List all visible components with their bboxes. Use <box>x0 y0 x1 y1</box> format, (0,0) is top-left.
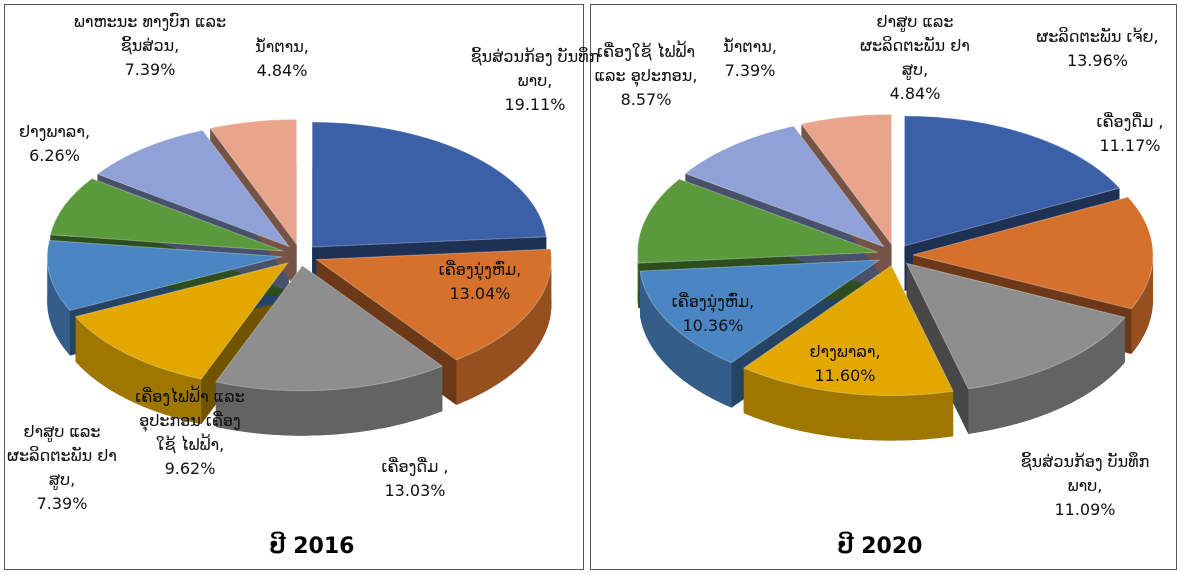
category-label: ເຄື່ອງດື່ມ , <box>381 457 449 476</box>
slice <box>912 196 1154 310</box>
data-label: ເຄື່ອງດື່ມ , 13.03% <box>355 455 475 503</box>
data-label: ຢາງພາລາ, 11.60% <box>785 340 905 388</box>
category-label: ພາຫະນະ ທາງບົກ ແລະ ຊິ້ນສ່ວນ, <box>73 12 227 55</box>
category-label: ເຄື່ອງໃຊ້ ໄຟຟ້າ ແລະ ອຸປະກອນ, <box>594 42 698 85</box>
data-label: ເຄື່ອງນຸ່ງຫົ່ມ, 13.04% <box>420 258 540 306</box>
value-label: 11.09% <box>1054 500 1116 519</box>
data-label: ນ້ຳຕານ, 7.39% <box>700 35 800 83</box>
slice <box>637 178 878 264</box>
slice <box>905 262 1126 390</box>
data-label: ນ້ຳຕານ, 4.84% <box>232 35 332 83</box>
panel <box>4 4 584 570</box>
slice <box>49 178 284 252</box>
data-label: ຊິ້ນສ່ວນກ້ອງ ບັນທຶກພາບ, 19.11% <box>470 45 600 117</box>
slice <box>684 125 886 248</box>
value-label: 8.57% <box>620 90 672 109</box>
slice-side <box>968 317 1125 434</box>
data-label: ເຄື່ອງດື່ມ , 11.17% <box>1080 110 1180 158</box>
value-label: 7.39% <box>36 494 88 513</box>
slice <box>46 239 283 312</box>
slice <box>214 265 444 392</box>
slice-side <box>637 252 639 309</box>
data-label: ຜະລິດຕະພັນ ເຈ້ຍ, 13.96% <box>1035 25 1160 73</box>
value-label: 13.04% <box>449 284 511 303</box>
category-label: ຜະລິດຕະພັນ ເຈ້ຍ, <box>1036 27 1159 46</box>
category-label: ຢາສູບ ແລະ ຜະລິດຕະພັນ ຢາສູບ, <box>860 12 970 79</box>
slice <box>209 118 298 246</box>
category-label: ຊິ້ນສ່ວນກ້ອງ ບັນທຶກພາບ, <box>470 47 600 90</box>
slice <box>74 262 289 380</box>
category-label: ເຄື່ອງນຸ່ງຫົ່ມ, <box>671 292 755 311</box>
data-label: ເຄື່ອງນຸ່ງຫົ່ມ, 10.36% <box>648 290 778 338</box>
slice-side <box>456 259 552 405</box>
slice-side <box>215 366 443 436</box>
chart-title: ປີ 2016 <box>269 534 355 559</box>
value-label: 19.11% <box>504 95 566 114</box>
slice <box>96 129 291 248</box>
slice <box>314 248 552 361</box>
data-label: ຊິ້ນສ່ວນກ້ອງ ບັນທຶກພາບ, 11.09% <box>1020 450 1150 522</box>
category-label: ນ້ຳຕານ, <box>255 37 309 56</box>
slice-side <box>75 316 202 425</box>
category-label: ເຄື່ອງນຸ່ງຫົ່ມ, <box>438 260 522 279</box>
value-label: 6.26% <box>29 146 80 165</box>
chart-title: ປີ 2020 <box>837 534 923 559</box>
value-label: 7.39% <box>124 60 176 79</box>
value-label: 4.84% <box>256 61 308 80</box>
data-label: ພາຫະນະ ທາງບົກ ແລະ ຊິ້ນສ່ວນ, 7.39% <box>70 10 230 82</box>
slice-side <box>640 271 732 408</box>
data-label: ເຄື່ອງໃຊ້ ໄຟຟ້າ ແລະ ອຸປະກອນ, 8.57% <box>590 40 702 112</box>
category-label: ນ້ຳຕານ, <box>723 37 777 56</box>
category-label: ຢາງພາລາ, <box>18 122 91 141</box>
value-label: 11.60% <box>814 366 876 385</box>
category-label: ເຄື່ອງດື່ມ , <box>1096 112 1164 131</box>
value-label: 13.03% <box>384 481 446 500</box>
slice-side <box>743 368 954 441</box>
value-label: 11.17% <box>1099 136 1161 155</box>
panel <box>590 4 1177 570</box>
data-label: ຢາສູບ ແລະ ຜະລິດຕະພັນ ຢາສູບ, 4.84% <box>850 10 980 106</box>
slice-side <box>1131 254 1153 354</box>
slice <box>903 115 1121 247</box>
slice <box>742 264 954 397</box>
value-label: 9.62% <box>164 459 216 478</box>
value-label: 10.36% <box>682 316 744 335</box>
slice <box>639 259 881 364</box>
data-label: ຢາງພາລາ, 6.26% <box>12 120 97 168</box>
data-label: ຢາສູບ ແລະ ຜະລິດຕະພັນ ຢາສູບ, 7.39% <box>2 420 122 516</box>
category-label: ຊິ້ນສ່ວນກ້ອງ ບັນທຶກພາບ, <box>1020 452 1150 495</box>
slice <box>800 113 893 246</box>
category-label: ຢາງພາລາ, <box>809 342 881 361</box>
slice-side <box>47 256 71 356</box>
value-label: 7.39% <box>724 61 776 80</box>
category-label: ເຄື່ອງໄຟຟ້າ ແລະ ອຸປະກອນ ເຄື່ອງໃຊ້ ໄຟຟ້າ, <box>135 387 245 454</box>
category-label: ຢາສູບ ແລະ ຜະລິດຕະພັນ ຢາສູບ, <box>7 422 117 489</box>
slice <box>311 121 547 248</box>
value-label: 4.84% <box>889 84 941 103</box>
data-label: ເຄື່ອງໄຟຟ້າ ແລະ ອຸປະກອນ ເຄື່ອງໃຊ້ ໄຟຟ້າ,… <box>135 385 245 481</box>
value-label: 13.96% <box>1066 51 1128 70</box>
